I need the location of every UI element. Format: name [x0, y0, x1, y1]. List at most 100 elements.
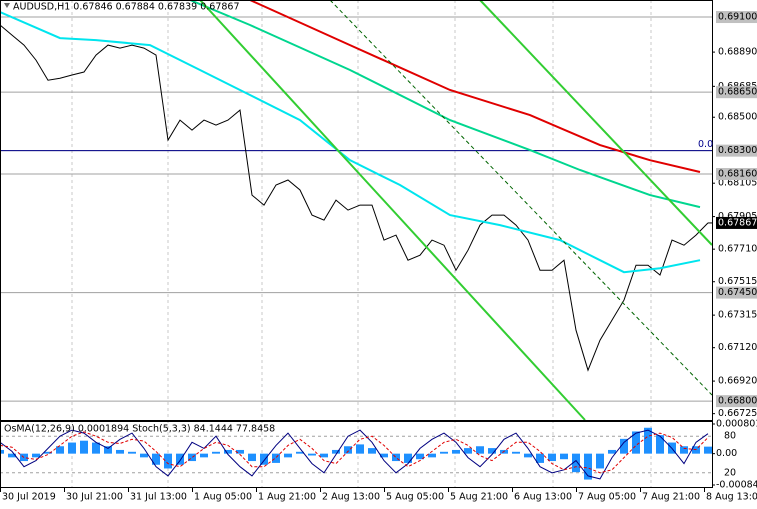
layers: [0, 0, 712, 480]
osma-bar: [8, 453, 16, 458]
osma-bar: [80, 440, 88, 454]
symbol-icon: [4, 3, 10, 8]
level-label: 0.66800: [718, 396, 757, 407]
level-label: 0.67450: [718, 287, 757, 298]
osma-bar: [176, 453, 184, 465]
osma-bar: [104, 446, 112, 454]
osma-bar: [0, 449, 4, 454]
osma-bar: [608, 449, 616, 454]
y2-tick-label: 0.0008013: [716, 419, 757, 430]
osma-bar: [656, 435, 664, 454]
x-tick-label: 6 Aug 13:00: [514, 492, 572, 503]
level-label: 0.68160: [718, 169, 757, 180]
y-tick-label: 0.68890: [718, 47, 757, 58]
level-label-bg: [716, 395, 757, 408]
osma-bar: [560, 453, 568, 460]
level-label: 0.68300: [718, 145, 757, 156]
osma-bar: [440, 451, 448, 454]
osma-bar: [404, 453, 412, 463]
osma-bar: [620, 438, 628, 454]
channel-line: [479, 0, 713, 246]
osma-bar: [320, 453, 328, 458]
series-line: [0, 24, 709, 372]
osma-bar: [632, 431, 640, 454]
price-frame: [0, 0, 713, 421]
x-tick-label: 1 Aug 05:00: [194, 492, 252, 503]
osma-bar: [200, 453, 208, 458]
y-tick-label: 80: [724, 431, 736, 442]
y-tick-label: 20: [724, 467, 736, 478]
osma-bar: [128, 451, 136, 454]
osma-bar: [164, 453, 172, 469]
channel-line: [199, 0, 586, 421]
osma-bar: [56, 446, 64, 454]
x-tick-label: 5 Aug 21:00: [450, 492, 508, 503]
level-label-bg: [716, 11, 757, 24]
y-tick-label: 0.67120: [718, 342, 757, 353]
y-tick-label: 0.67515: [718, 276, 757, 287]
x-tick-label: 30 Jul 2019: [2, 492, 56, 503]
osma-bar: [452, 449, 460, 454]
chart-title: AUDUSD,H1 0.67846 0.67884 0.67839 0.6786…: [13, 2, 240, 13]
osma-bar: [248, 453, 256, 462]
osma-bar: [368, 448, 376, 454]
series-line: [0, 11, 701, 274]
osma-bar: [188, 453, 196, 462]
osma-bar: [428, 453, 436, 458]
level-label: 0.68650: [718, 87, 757, 98]
y-tick-label: 0.67315: [718, 310, 757, 321]
osma-bar: [596, 453, 604, 469]
oscillator-frame: [0, 421, 713, 488]
osma-bar: [68, 442, 76, 454]
osma-bar: [32, 453, 40, 458]
osma-bar: [548, 453, 556, 462]
osma-bar: [224, 449, 232, 454]
y-tick-label: 0.66725: [718, 408, 757, 419]
y-tick-label: 0.67710: [718, 244, 757, 255]
channel-lines: [199, 0, 713, 421]
osma-bar: [260, 453, 268, 465]
x-tick-label: 2 Aug 13:00: [322, 492, 380, 503]
series-line: [249, 0, 701, 173]
x-tick-label: 1 Aug 21:00: [258, 492, 316, 503]
level-label-bg: [716, 86, 757, 99]
osma-bar: [380, 453, 388, 458]
current-price-bg: [716, 216, 757, 229]
osma-bar: [140, 453, 148, 458]
osma-bar: [344, 446, 352, 454]
y-tick-label: 0.68105: [718, 178, 757, 189]
osma-bar: [704, 446, 712, 454]
level-label: 0.69100: [718, 12, 757, 23]
x-tick-label: 5 Aug 05:00: [386, 492, 444, 503]
y-tick-label: 0.68500: [718, 112, 757, 123]
osma-bar: [284, 453, 292, 458]
current-price-label: 0.67867: [718, 217, 757, 228]
osma-bar: [236, 449, 244, 454]
series-line: [0, 431, 709, 474]
series-line: [189, 0, 701, 209]
osma-bar: [392, 453, 400, 462]
x-tick-label: 31 Jul 13:00: [130, 492, 187, 503]
series-line: [0, 429, 709, 480]
osma-bar: [44, 451, 52, 454]
osma-bar: [512, 451, 520, 454]
oscillator-title: OsMA(12,26,9) 0.0001894 Stoch(5,3,3) 84.…: [4, 424, 275, 435]
osma-bar: [536, 453, 544, 463]
osma-bar: [152, 453, 160, 465]
osma-bar: [116, 449, 124, 454]
x-tick-label: 7 Aug 21:00: [642, 492, 700, 503]
level-label-bg: [716, 168, 757, 181]
osma-bar: [680, 446, 688, 454]
x-tick-label: 8 Aug 13:00: [706, 492, 757, 503]
osma-bar: [332, 449, 340, 454]
y2-tick-label: -0.000847: [716, 480, 757, 491]
level-label-bg: [716, 286, 757, 299]
osma-bar: [524, 453, 532, 458]
channel-midline: [329, 0, 713, 396]
y2-tick-label: 0.00: [716, 448, 737, 459]
osma-bar: [212, 451, 220, 454]
osma-bar: [416, 453, 424, 460]
osma-bar: [644, 427, 652, 454]
